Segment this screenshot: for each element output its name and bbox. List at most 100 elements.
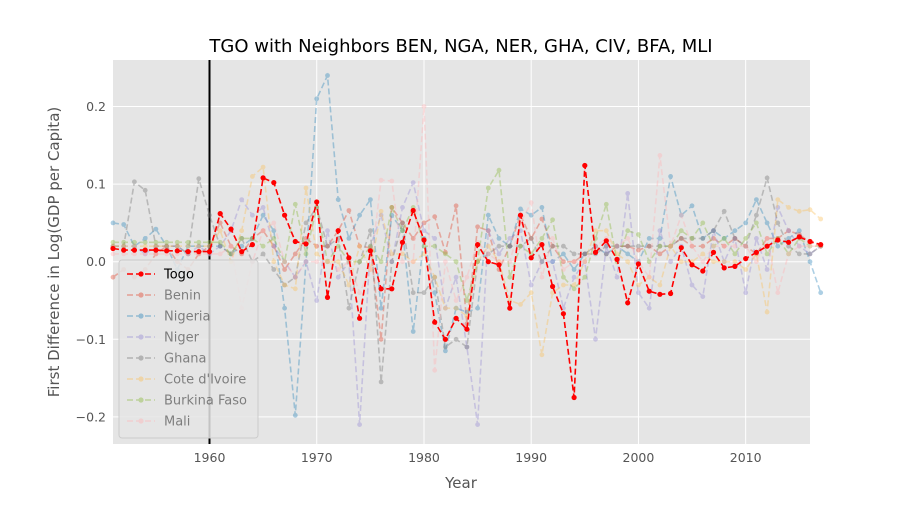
data-point bbox=[357, 212, 362, 218]
data-point bbox=[132, 243, 137, 249]
data-point bbox=[325, 259, 330, 265]
data-point bbox=[164, 248, 170, 254]
data-point bbox=[432, 214, 438, 220]
data-point bbox=[410, 207, 416, 214]
data-point bbox=[292, 201, 298, 207]
data-point bbox=[464, 309, 470, 315]
data-point bbox=[142, 251, 148, 257]
data-point bbox=[292, 238, 298, 245]
data-point bbox=[625, 251, 631, 257]
data-point bbox=[668, 259, 673, 265]
data-point bbox=[421, 290, 427, 296]
data-point bbox=[174, 243, 180, 249]
data-point bbox=[378, 336, 384, 342]
data-point bbox=[657, 243, 663, 249]
data-point bbox=[475, 259, 480, 265]
data-point bbox=[357, 315, 363, 321]
data-point bbox=[292, 251, 298, 257]
data-point bbox=[260, 228, 266, 234]
data-point bbox=[421, 220, 427, 226]
legend-marker bbox=[138, 355, 144, 361]
data-point bbox=[292, 274, 298, 280]
data-point bbox=[807, 207, 813, 213]
data-point bbox=[764, 267, 770, 272]
data-point bbox=[110, 274, 116, 280]
data-point bbox=[443, 251, 448, 257]
data-point bbox=[796, 228, 802, 234]
data-point bbox=[764, 236, 770, 241]
data-point bbox=[164, 243, 170, 249]
data-point bbox=[754, 197, 759, 203]
data-point bbox=[335, 197, 341, 203]
legend-item: Togo bbox=[127, 268, 194, 283]
data-point bbox=[432, 274, 438, 280]
data-point bbox=[689, 203, 695, 209]
data-point bbox=[711, 236, 716, 241]
data-point bbox=[539, 259, 545, 265]
data-point bbox=[121, 251, 127, 257]
data-point bbox=[249, 242, 255, 248]
data-point bbox=[646, 243, 652, 249]
data-point bbox=[582, 162, 588, 169]
data-point bbox=[700, 268, 706, 274]
data-point bbox=[775, 237, 781, 243]
data-point bbox=[517, 212, 524, 218]
data-point bbox=[614, 243, 620, 249]
data-point bbox=[571, 286, 577, 292]
data-point bbox=[228, 243, 234, 249]
data-point bbox=[142, 251, 148, 257]
data-point bbox=[678, 236, 684, 241]
data-point bbox=[453, 305, 459, 311]
data-point bbox=[732, 251, 738, 257]
data-point bbox=[196, 249, 202, 255]
data-point bbox=[174, 248, 180, 254]
series-line bbox=[112, 205, 821, 340]
data-point bbox=[711, 243, 716, 249]
data-point bbox=[121, 243, 127, 249]
data-point bbox=[754, 236, 759, 241]
data-point bbox=[421, 237, 427, 243]
data-point bbox=[539, 205, 545, 210]
data-point bbox=[518, 302, 523, 307]
data-point bbox=[153, 243, 159, 249]
data-point bbox=[335, 259, 341, 265]
data-point bbox=[678, 236, 684, 241]
data-point bbox=[678, 259, 684, 265]
data-point bbox=[185, 239, 191, 245]
y-tick-label: 0.1 bbox=[86, 177, 106, 192]
data-point bbox=[121, 243, 127, 249]
data-point bbox=[400, 220, 405, 226]
data-point bbox=[228, 251, 234, 257]
data-point bbox=[132, 243, 137, 249]
data-point bbox=[292, 412, 298, 418]
data-point bbox=[550, 243, 555, 249]
legend-marker bbox=[138, 376, 144, 382]
data-point bbox=[228, 243, 234, 249]
data-point bbox=[303, 259, 309, 265]
data-point bbox=[153, 243, 159, 249]
data-point bbox=[775, 197, 781, 203]
data-point bbox=[475, 259, 480, 265]
data-point bbox=[550, 283, 556, 290]
data-point bbox=[657, 236, 663, 241]
data-point bbox=[153, 226, 159, 232]
data-point bbox=[485, 212, 491, 218]
data-point bbox=[164, 243, 170, 249]
data-point bbox=[518, 206, 523, 212]
data-point bbox=[442, 336, 448, 342]
data-point bbox=[196, 243, 202, 249]
data-point bbox=[646, 305, 652, 311]
data-point bbox=[400, 220, 405, 226]
data-point bbox=[432, 290, 438, 296]
data-point bbox=[324, 294, 331, 300]
data-point bbox=[796, 251, 802, 257]
data-point bbox=[110, 239, 116, 245]
chart-title: TGO with Neighbors BEN, NGA, NER, GHA, C… bbox=[208, 36, 712, 57]
data-point bbox=[561, 251, 566, 257]
data-point bbox=[485, 185, 491, 191]
data-point bbox=[282, 259, 287, 265]
data-point bbox=[764, 309, 770, 315]
data-point bbox=[507, 243, 513, 249]
data-point bbox=[142, 243, 148, 249]
data-point bbox=[282, 282, 287, 288]
